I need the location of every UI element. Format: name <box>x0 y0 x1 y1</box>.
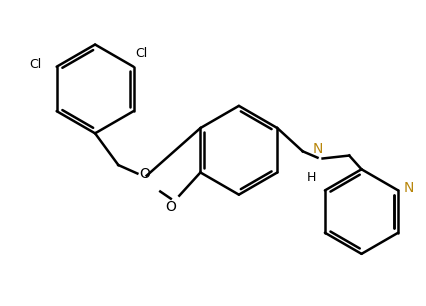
Text: O: O <box>139 166 150 181</box>
Text: Cl: Cl <box>29 58 42 71</box>
Text: N: N <box>311 142 322 155</box>
Text: O: O <box>165 200 176 214</box>
Text: H: H <box>306 171 315 184</box>
Text: Cl: Cl <box>135 47 147 60</box>
Text: N: N <box>402 181 413 195</box>
